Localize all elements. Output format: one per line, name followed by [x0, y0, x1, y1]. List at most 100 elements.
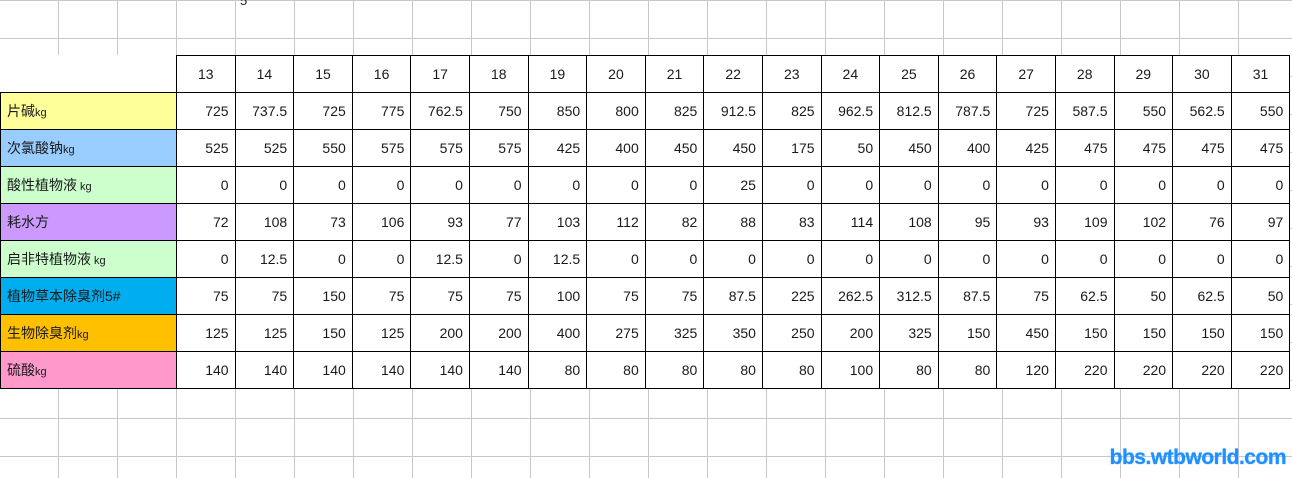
data-cell[interactable]: 575: [410, 129, 470, 167]
data-cell[interactable]: 75: [586, 277, 646, 315]
data-cell[interactable]: 50: [1113, 277, 1174, 315]
column-header-19[interactable]: 19: [527, 55, 588, 93]
data-cell[interactable]: 108: [234, 203, 295, 241]
data-cell[interactable]: 80: [761, 351, 822, 389]
column-header-18[interactable]: 18: [468, 55, 529, 93]
data-cell[interactable]: 109: [1054, 203, 1115, 241]
column-header-15[interactable]: 15: [293, 55, 353, 93]
row-label-cell[interactable]: 植物草本除臭剂5#: [0, 277, 177, 315]
data-cell[interactable]: 400: [527, 314, 588, 352]
data-cell[interactable]: 525: [234, 129, 295, 167]
data-cell[interactable]: 0: [820, 166, 881, 204]
data-cell[interactable]: 150: [1172, 314, 1232, 352]
data-cell[interactable]: 550: [1113, 92, 1174, 130]
data-cell[interactable]: 475: [1230, 129, 1291, 167]
data-cell[interactable]: 220: [1113, 351, 1174, 389]
data-cell[interactable]: 150: [293, 314, 353, 352]
data-cell[interactable]: 125: [351, 314, 412, 352]
data-cell[interactable]: 80: [937, 351, 998, 389]
data-cell[interactable]: 0: [1054, 240, 1115, 278]
data-cell[interactable]: 0: [1113, 166, 1174, 204]
data-cell[interactable]: 87.5: [937, 277, 998, 315]
data-cell[interactable]: 150: [1054, 314, 1115, 352]
row-label-cell[interactable]: 生物除臭剂kg: [0, 314, 177, 352]
data-cell[interactable]: 0: [527, 166, 588, 204]
data-cell[interactable]: 0: [234, 166, 295, 204]
data-cell[interactable]: 150: [937, 314, 998, 352]
data-cell[interactable]: 737.5: [234, 92, 295, 130]
data-cell[interactable]: 75: [234, 277, 295, 315]
column-header-27[interactable]: 27: [996, 55, 1056, 93]
data-cell[interactable]: 72: [176, 203, 236, 241]
data-cell[interactable]: 425: [527, 129, 588, 167]
column-header-22[interactable]: 22: [703, 55, 763, 93]
data-cell[interactable]: 106: [351, 203, 412, 241]
data-cell[interactable]: 80: [586, 351, 646, 389]
data-cell[interactable]: 125: [234, 314, 295, 352]
data-cell[interactable]: 80: [644, 351, 705, 389]
data-cell[interactable]: 220: [1172, 351, 1232, 389]
data-cell[interactable]: 140: [293, 351, 353, 389]
data-cell[interactable]: 0: [293, 240, 353, 278]
data-cell[interactable]: 12.5: [410, 240, 470, 278]
column-header-20[interactable]: 20: [586, 55, 646, 93]
data-cell[interactable]: 0: [937, 166, 998, 204]
data-cell[interactable]: 77: [468, 203, 529, 241]
data-cell[interactable]: 100: [820, 351, 881, 389]
data-cell[interactable]: 550: [293, 129, 353, 167]
data-cell[interactable]: 725: [293, 92, 353, 130]
data-cell[interactable]: 120: [996, 351, 1056, 389]
data-cell[interactable]: 400: [586, 129, 646, 167]
data-cell[interactable]: 325: [879, 314, 939, 352]
data-cell[interactable]: 12.5: [234, 240, 295, 278]
data-cell[interactable]: 75: [351, 277, 412, 315]
data-cell[interactable]: 0: [468, 240, 529, 278]
data-cell[interactable]: 475: [1172, 129, 1232, 167]
data-cell[interactable]: 550: [1230, 92, 1291, 130]
data-cell[interactable]: 0: [644, 166, 705, 204]
data-cell[interactable]: 825: [761, 92, 822, 130]
data-cell[interactable]: 62.5: [1172, 277, 1232, 315]
data-cell[interactable]: 220: [1230, 351, 1291, 389]
data-cell[interactable]: 75: [996, 277, 1056, 315]
data-cell[interactable]: 575: [468, 129, 529, 167]
data-cell[interactable]: 82: [644, 203, 705, 241]
row-label-cell[interactable]: 次氯酸钠kg: [0, 129, 177, 167]
data-cell[interactable]: 76: [1172, 203, 1232, 241]
column-header-30[interactable]: 30: [1172, 55, 1232, 93]
data-cell[interactable]: 125: [176, 314, 236, 352]
data-cell[interactable]: 450: [644, 129, 705, 167]
data-cell[interactable]: 775: [351, 92, 412, 130]
data-cell[interactable]: 0: [176, 166, 236, 204]
data-cell[interactable]: 100: [527, 277, 588, 315]
column-header-13[interactable]: 13: [176, 55, 236, 93]
data-cell[interactable]: 725: [996, 92, 1056, 130]
data-cell[interactable]: 75: [644, 277, 705, 315]
data-cell[interactable]: 0: [879, 166, 939, 204]
row-label-cell[interactable]: 酸性植物液 kg: [0, 166, 177, 204]
data-cell[interactable]: 73: [293, 203, 353, 241]
column-header-24[interactable]: 24: [820, 55, 881, 93]
data-cell[interactable]: 562.5: [1172, 92, 1232, 130]
column-header-31[interactable]: 31: [1230, 55, 1291, 93]
data-cell[interactable]: 0: [351, 166, 412, 204]
data-cell[interactable]: 140: [351, 351, 412, 389]
data-cell[interactable]: 275: [586, 314, 646, 352]
data-cell[interactable]: 325: [644, 314, 705, 352]
data-cell[interactable]: 0: [176, 240, 236, 278]
data-cell[interactable]: 0: [1230, 166, 1291, 204]
data-cell[interactable]: 525: [176, 129, 236, 167]
data-cell[interactable]: 0: [293, 166, 353, 204]
data-cell[interactable]: 0: [937, 240, 998, 278]
column-header-29[interactable]: 29: [1113, 55, 1174, 93]
data-cell[interactable]: 140: [468, 351, 529, 389]
data-cell[interactable]: 140: [410, 351, 470, 389]
data-cell[interactable]: 0: [1054, 166, 1115, 204]
data-cell[interactable]: 0: [410, 166, 470, 204]
data-cell[interactable]: 150: [1230, 314, 1291, 352]
data-cell[interactable]: 112: [586, 203, 646, 241]
data-cell[interactable]: 350: [703, 314, 763, 352]
data-cell[interactable]: 0: [1172, 240, 1232, 278]
data-cell[interactable]: 83: [761, 203, 822, 241]
data-cell[interactable]: 80: [879, 351, 939, 389]
